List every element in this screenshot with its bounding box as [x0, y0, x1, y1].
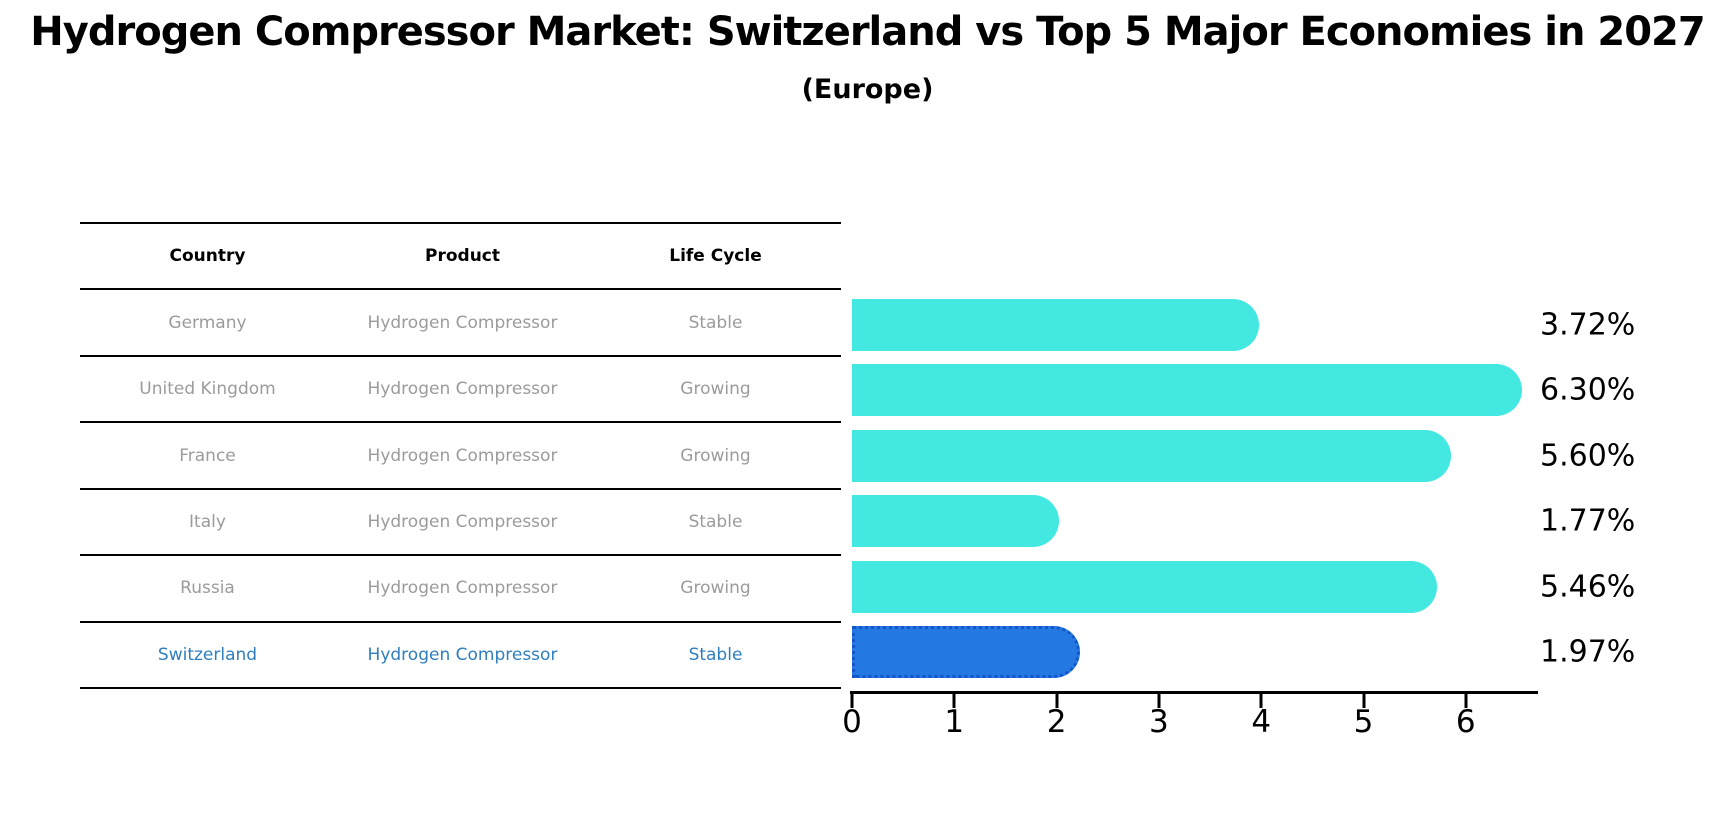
- table-row-switzerland-cell: Hydrogen Compressor: [367, 644, 558, 665]
- table-row-italy: Italy Hydrogen Compressor Stable: [80, 512, 841, 532]
- table-header-row-cell: Country: [169, 246, 246, 267]
- table-header-row-cell: Life Cycle: [669, 246, 762, 267]
- table-row-united-kingdom: United Kingdom Hydrogen Compressor Growing: [80, 379, 841, 399]
- table-row-united-kingdom-cell: United Kingdom: [139, 379, 276, 400]
- table-row-switzerland-cell: Switzerland: [157, 644, 258, 665]
- x-axis-tick-label: 4: [1251, 704, 1272, 740]
- x-axis-tick-label: 1: [944, 704, 965, 740]
- table-header-row: Country Product Life Cycle: [80, 246, 841, 266]
- bar-france: [852, 429, 1451, 482]
- table-divider-line: [80, 354, 841, 357]
- x-axis-tick-label: 5: [1353, 704, 1374, 740]
- value-label: 1.77%: [1540, 503, 1636, 539]
- x-axis-tick: [952, 693, 956, 708]
- table-divider-line: [80, 487, 841, 490]
- table-row-france: France Hydrogen Compressor Growing: [80, 446, 841, 466]
- table-row-germany-cell: Germany: [168, 312, 247, 333]
- table-row-italy-cell: Stable: [688, 511, 743, 532]
- bar-russia: [852, 560, 1437, 613]
- table-row-russia-cell: Russia: [180, 578, 235, 599]
- value-label: 5.60%: [1540, 438, 1636, 474]
- x-axis-tick-label: 3: [1149, 704, 1169, 740]
- table-header-row-cell: Product: [425, 246, 500, 267]
- chart-subtitle: (Europe): [801, 74, 934, 105]
- x-axis-tick: [1157, 693, 1161, 708]
- table-divider-line: [80, 620, 841, 623]
- x-axis-tick: [1464, 693, 1468, 708]
- table-row-russia: Russia Hydrogen Compressor Growing: [80, 578, 841, 598]
- x-axis-tick-label: 0: [842, 704, 862, 740]
- table-divider-line: [80, 288, 841, 291]
- table-row-switzerland: Switzerland Hydrogen Compressor Stable: [80, 645, 841, 665]
- table-row-italy-cell: Hydrogen Compressor: [367, 511, 558, 532]
- x-axis-tick: [1055, 693, 1059, 708]
- x-axis-line: [850, 691, 1538, 694]
- table-divider-line: [80, 421, 841, 424]
- table-row-germany-cell: Stable: [688, 312, 743, 333]
- value-label: 3.72%: [1540, 307, 1636, 343]
- x-axis-tick: [1259, 693, 1263, 708]
- table-divider-line: [80, 222, 841, 224]
- table-divider-line: [80, 554, 841, 557]
- table-row-russia-cell: Hydrogen Compressor: [367, 578, 558, 599]
- x-axis-tick-label: 6: [1455, 704, 1476, 740]
- table-row-france-cell: Growing: [680, 445, 751, 466]
- x-axis-tick: [850, 693, 854, 708]
- table-row-united-kingdom-cell: Growing: [680, 379, 751, 400]
- table-row-germany: Germany Hydrogen Compressor Stable: [80, 313, 841, 333]
- chart-title: Hydrogen Compressor Market: Switzerland …: [30, 9, 1705, 55]
- table-row-united-kingdom-cell: Hydrogen Compressor: [367, 379, 558, 400]
- table-row-germany-cell: Hydrogen Compressor: [367, 312, 558, 333]
- table-divider-line: [80, 687, 841, 689]
- bar-italy: [852, 495, 1060, 548]
- value-label: 5.46%: [1540, 569, 1636, 605]
- value-label: 6.30%: [1540, 372, 1636, 408]
- table-row-russia-cell: Growing: [680, 578, 751, 599]
- table-row-switzerland-cell: Stable: [688, 644, 743, 665]
- table-row-italy-cell: Italy: [189, 511, 226, 532]
- bar-united-kingdom: [852, 364, 1523, 417]
- x-axis-tick: [1362, 693, 1365, 708]
- bar-switzerland: [852, 626, 1080, 678]
- table-row-france-cell: France: [179, 445, 236, 466]
- table-row-france-cell: Hydrogen Compressor: [367, 445, 558, 466]
- x-axis-tick-label: 2: [1046, 704, 1067, 740]
- value-label: 1.97%: [1540, 634, 1636, 670]
- bar-germany: [852, 299, 1259, 351]
